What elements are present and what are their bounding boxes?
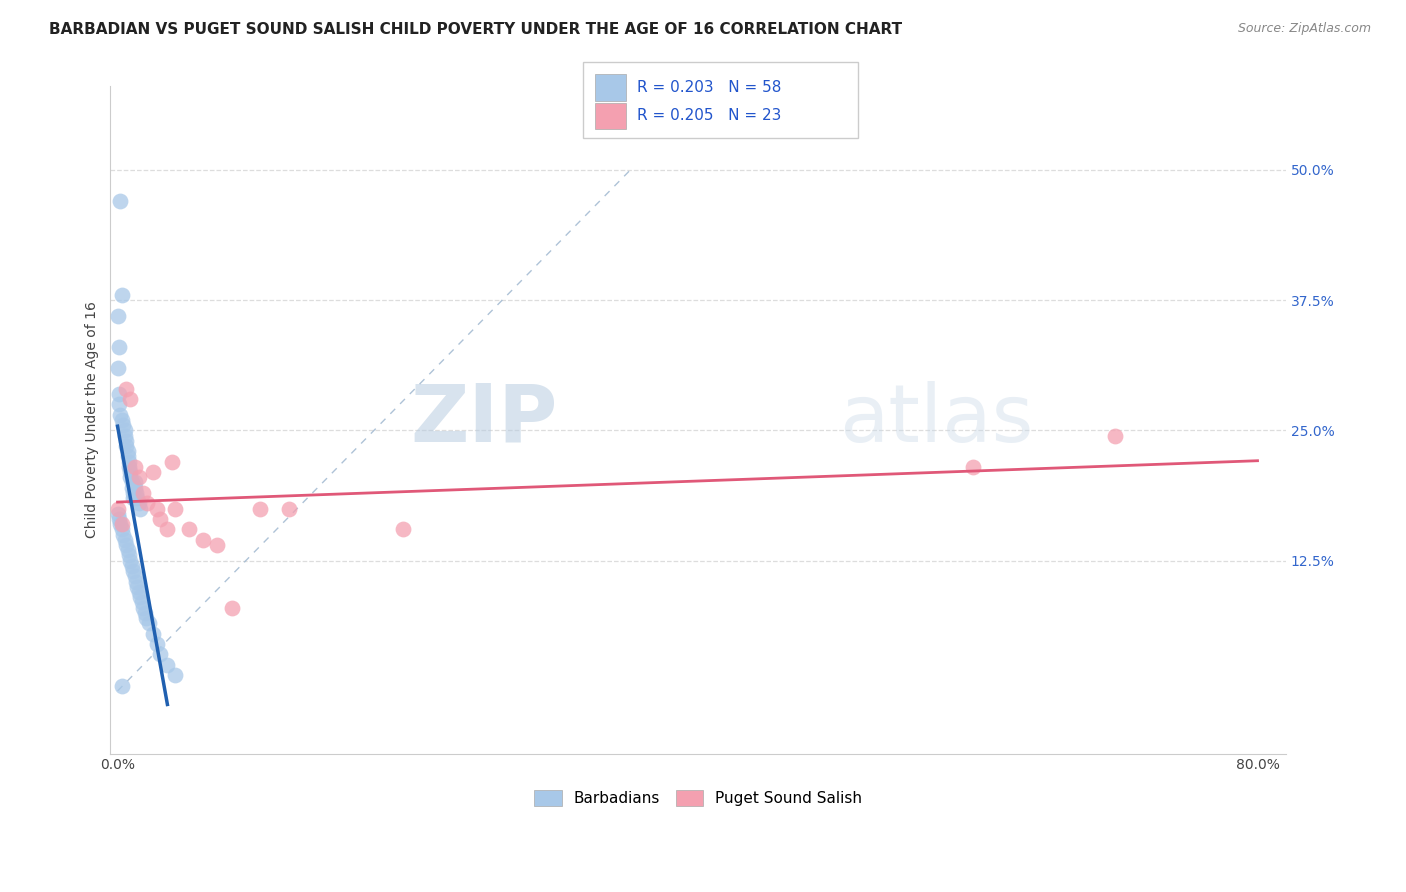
Legend: Barbadians, Puget Sound Salish: Barbadians, Puget Sound Salish <box>529 784 869 813</box>
Point <box>122 491 145 505</box>
Point <box>120 465 142 479</box>
Point <box>121 481 143 495</box>
Point <box>118 459 141 474</box>
Point <box>111 288 134 302</box>
Point <box>138 616 160 631</box>
Point <box>115 434 138 448</box>
Point <box>124 569 146 583</box>
Point <box>107 507 129 521</box>
Point <box>108 340 131 354</box>
Point <box>131 595 153 609</box>
Point <box>117 450 139 464</box>
Point <box>114 533 136 547</box>
Point <box>124 459 146 474</box>
Point <box>160 455 183 469</box>
Point <box>120 554 142 568</box>
Point <box>249 501 271 516</box>
Point <box>111 413 134 427</box>
Point <box>156 522 179 536</box>
Text: BARBADIAN VS PUGET SOUND SALISH CHILD POVERTY UNDER THE AGE OF 16 CORRELATION CH: BARBADIAN VS PUGET SOUND SALISH CHILD PO… <box>49 22 903 37</box>
Point <box>122 486 145 500</box>
Point <box>146 637 169 651</box>
Text: R = 0.205   N = 23: R = 0.205 N = 23 <box>637 109 782 123</box>
Point <box>110 194 132 208</box>
Point <box>120 392 142 406</box>
Point <box>177 522 200 536</box>
Point <box>128 496 150 510</box>
Point <box>110 408 132 422</box>
Point <box>127 491 149 505</box>
Point <box>117 543 139 558</box>
Point <box>114 428 136 442</box>
Point <box>107 501 129 516</box>
Point <box>124 481 146 495</box>
Point <box>149 512 172 526</box>
Point <box>163 668 186 682</box>
Point <box>111 522 134 536</box>
Point <box>191 533 214 547</box>
Point <box>207 538 229 552</box>
Point <box>120 470 142 484</box>
Point <box>1104 428 1126 442</box>
Point <box>163 501 186 516</box>
Point <box>108 512 131 526</box>
Point <box>149 648 172 662</box>
Point <box>117 444 139 458</box>
Point <box>142 626 165 640</box>
Point <box>115 439 138 453</box>
Point <box>118 455 141 469</box>
Point <box>128 470 150 484</box>
Point <box>112 418 135 433</box>
Point <box>121 558 143 573</box>
Point <box>127 580 149 594</box>
Point <box>112 527 135 541</box>
Point <box>146 501 169 516</box>
Point <box>107 360 129 375</box>
Point <box>129 501 152 516</box>
Y-axis label: Child Poverty Under the Age of 16: Child Poverty Under the Age of 16 <box>86 301 100 539</box>
Point <box>110 517 132 532</box>
Point <box>125 574 148 589</box>
Point <box>124 475 146 490</box>
Text: atlas: atlas <box>839 381 1033 459</box>
Point <box>115 538 138 552</box>
Point <box>107 309 129 323</box>
Text: R = 0.203   N = 58: R = 0.203 N = 58 <box>637 80 782 95</box>
Point <box>962 459 984 474</box>
Point <box>142 465 165 479</box>
Point <box>156 657 179 672</box>
Point <box>111 679 134 693</box>
Point <box>221 600 243 615</box>
Point <box>128 585 150 599</box>
Point <box>115 382 138 396</box>
Point <box>121 475 143 490</box>
Point <box>135 611 157 625</box>
Point <box>134 606 156 620</box>
Point <box>277 501 299 516</box>
Point <box>136 496 159 510</box>
Point <box>108 387 131 401</box>
Text: Source: ZipAtlas.com: Source: ZipAtlas.com <box>1237 22 1371 36</box>
Point <box>132 486 155 500</box>
Point <box>118 549 141 563</box>
Point <box>132 600 155 615</box>
Point <box>114 423 136 437</box>
Point <box>129 590 152 604</box>
Point <box>125 486 148 500</box>
Point <box>108 397 131 411</box>
Text: ZIP: ZIP <box>411 381 557 459</box>
Point <box>391 522 413 536</box>
Point <box>111 517 134 532</box>
Point <box>122 564 145 578</box>
